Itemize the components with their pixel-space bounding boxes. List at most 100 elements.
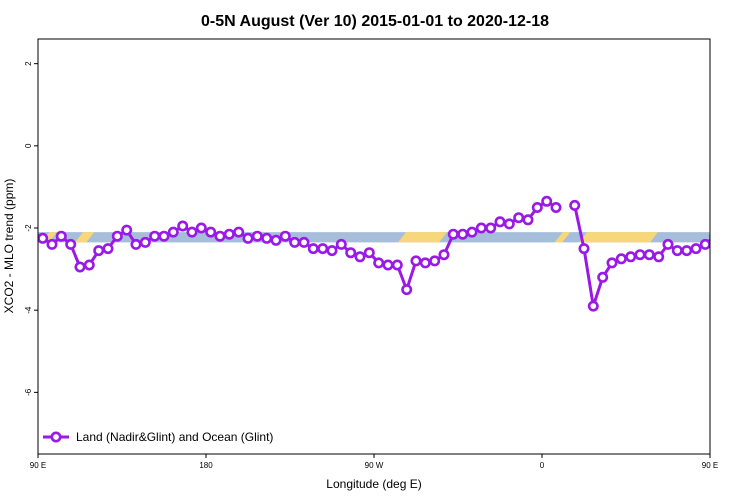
data-point xyxy=(485,222,497,234)
data-point xyxy=(102,243,114,255)
surface-band xyxy=(38,232,710,243)
legend: Land (Nadir&Glint) and Ocean (Glint) xyxy=(43,430,273,444)
data-point xyxy=(345,247,357,259)
data-point xyxy=(251,230,263,242)
data-point xyxy=(606,257,618,269)
data-point xyxy=(475,222,487,234)
data-point xyxy=(121,224,133,236)
data-point xyxy=(177,220,189,232)
data-point xyxy=(298,236,310,248)
data-point xyxy=(391,259,403,271)
data-point xyxy=(531,202,543,214)
data-point xyxy=(410,255,422,267)
data-point xyxy=(289,236,301,248)
data-point xyxy=(466,226,478,238)
data-point xyxy=(279,230,291,242)
x-tick-label: 180 xyxy=(199,461,213,470)
x-tick-label: 0 xyxy=(540,461,545,470)
data-point xyxy=(597,271,609,283)
data-point xyxy=(653,251,665,263)
data-point xyxy=(513,212,525,224)
data-point xyxy=(270,234,282,246)
data-point xyxy=(438,249,450,261)
data-point xyxy=(65,238,77,250)
land-band-segment xyxy=(398,232,448,243)
data-point xyxy=(681,245,693,257)
data-point xyxy=(625,251,637,263)
data-point xyxy=(494,216,506,228)
data-point xyxy=(74,261,86,273)
y-tick-label: -4 xyxy=(24,306,33,314)
x-tick-label: 90 W xyxy=(365,461,384,470)
y-tick-label: -6 xyxy=(24,388,33,396)
series-layer xyxy=(38,195,747,312)
data-point xyxy=(261,232,273,244)
data-point xyxy=(634,249,646,261)
data-point xyxy=(522,214,534,226)
ocean-band xyxy=(38,232,710,243)
x-tick-label: 90 E xyxy=(30,461,46,470)
data-point xyxy=(46,238,58,250)
data-point xyxy=(317,243,329,255)
data-point xyxy=(363,247,375,259)
data-point xyxy=(550,202,562,214)
data-point xyxy=(83,259,95,271)
data-point xyxy=(739,240,747,248)
data-point xyxy=(587,300,599,312)
data-point xyxy=(662,238,674,250)
data-point xyxy=(335,238,347,250)
data-point xyxy=(671,245,683,257)
data-point xyxy=(326,245,338,257)
data-point xyxy=(578,243,590,255)
data-point xyxy=(541,195,553,207)
y-axis-label: XCO2 - MLO trend (ppm) xyxy=(2,179,16,314)
data-point xyxy=(233,226,245,238)
data-point xyxy=(354,251,366,263)
y-tick-label: -2 xyxy=(24,224,33,232)
data-point xyxy=(214,230,226,242)
data-point xyxy=(709,233,710,240)
x-tick-label: 90 E xyxy=(702,461,718,470)
series-line xyxy=(41,199,557,292)
data-point xyxy=(569,199,581,211)
legend-marker xyxy=(50,431,62,443)
data-point xyxy=(38,232,49,244)
data-point xyxy=(447,228,459,240)
chart-title: 0-5N August (Ver 10) 2015-01-01 to 2020-… xyxy=(201,13,549,30)
data-point xyxy=(223,228,235,240)
data-point xyxy=(139,236,151,248)
data-point xyxy=(186,226,198,238)
data-point xyxy=(615,253,627,265)
data-point xyxy=(690,243,702,255)
data-point xyxy=(307,243,319,255)
data-point xyxy=(111,230,123,242)
data-point xyxy=(699,238,710,250)
y-axis: 2 0 -2 -4 -6 xyxy=(24,61,38,396)
data-point xyxy=(503,218,515,230)
y-tick-label: 0 xyxy=(24,143,33,148)
data-point xyxy=(729,232,737,240)
data-point xyxy=(158,230,170,242)
data-point xyxy=(419,257,431,269)
data-point xyxy=(195,222,207,234)
data-point xyxy=(373,257,385,269)
land-band-segment xyxy=(579,232,658,243)
data-point xyxy=(130,238,142,250)
data-point xyxy=(457,228,469,240)
x-axis-label: Longitude (deg E) xyxy=(326,477,421,491)
data-point xyxy=(149,230,161,242)
data-point xyxy=(429,255,441,267)
data-point xyxy=(643,249,655,261)
legend-label: Land (Nadir&Glint) and Ocean (Glint) xyxy=(76,430,273,444)
data-point xyxy=(242,232,254,244)
data-point xyxy=(93,245,105,257)
data-point xyxy=(167,226,179,238)
data-point xyxy=(401,284,413,296)
data-point xyxy=(382,259,394,271)
land-band-segment xyxy=(554,232,571,243)
data-point xyxy=(205,226,217,238)
land-band-segment xyxy=(75,232,95,243)
y-tick-label: 2 xyxy=(24,61,33,66)
